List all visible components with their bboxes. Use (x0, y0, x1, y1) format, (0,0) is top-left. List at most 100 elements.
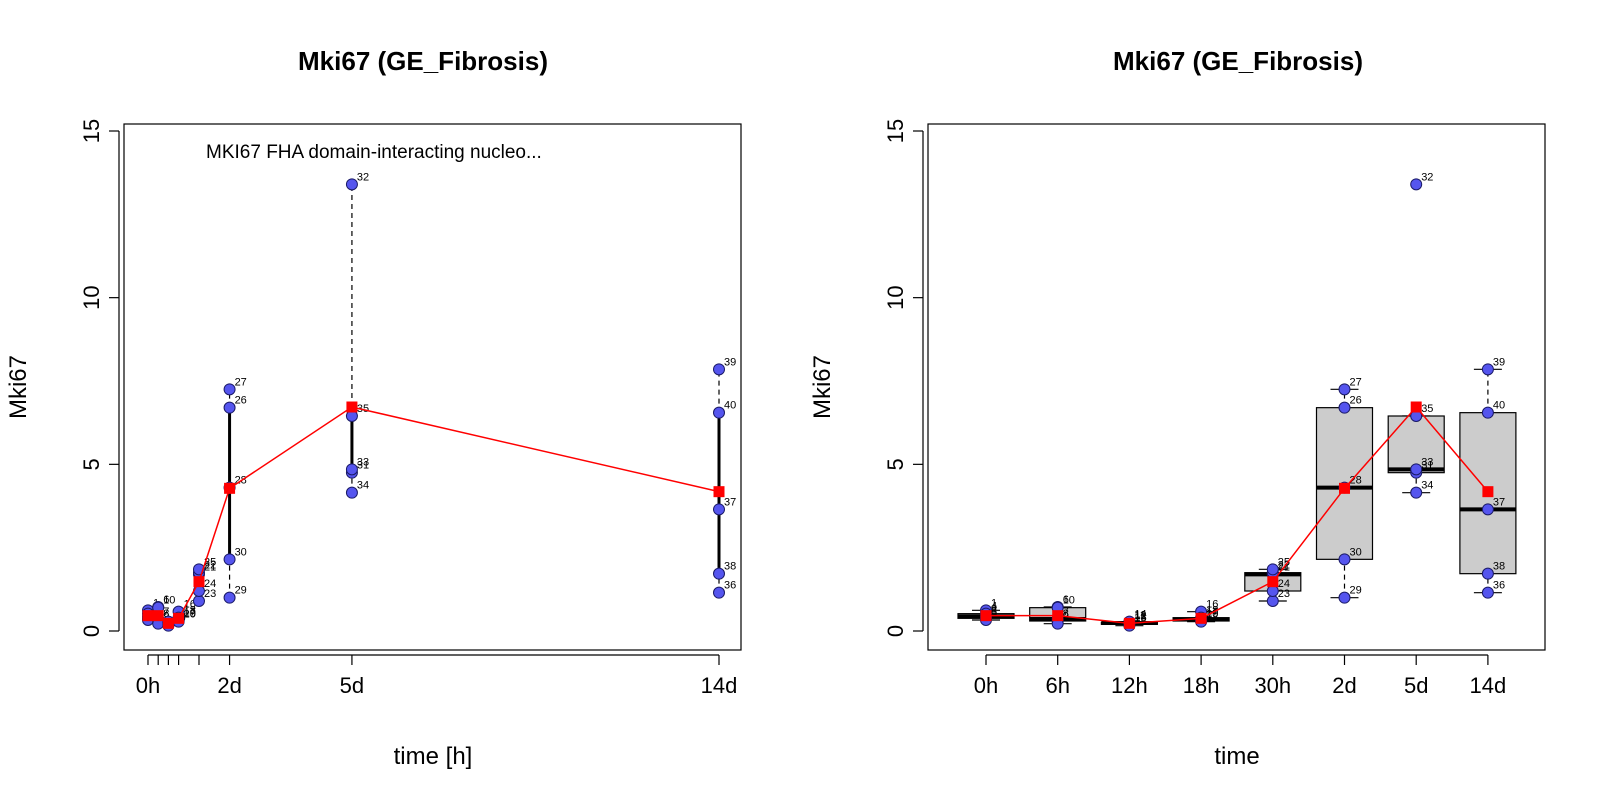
point-label: 23 (1278, 588, 1290, 600)
point-label: 21 (204, 561, 216, 573)
point-label: 35 (1421, 403, 1433, 415)
point-label: 33 (1421, 456, 1433, 468)
mean-marker (346, 401, 358, 413)
data-point (345, 178, 358, 191)
point-label: 32 (1421, 171, 1433, 183)
point-label: 40 (1493, 400, 1505, 412)
mean-marker (224, 482, 236, 494)
x-tick-label: 0h (974, 673, 998, 698)
panel1-y-axis-label: Mki67 (5, 355, 32, 419)
point-label: 27 (1350, 376, 1362, 388)
point-label: 10 (163, 595, 175, 607)
y-tick-label: 0 (883, 625, 908, 637)
data-point (1410, 486, 1423, 499)
mean-marker (713, 486, 725, 498)
point-label: 37 (1493, 496, 1505, 508)
panel1-plot-frame (123, 123, 742, 651)
point-label: 22 (204, 560, 216, 572)
data-point (713, 586, 725, 599)
point-label: 38 (724, 561, 736, 573)
point-label: 12 (1134, 610, 1146, 622)
x-tick-label: 14d (701, 673, 738, 698)
point-label: 31 (357, 460, 369, 472)
data-point (345, 463, 358, 476)
x-tick-label: 14d (1470, 673, 1507, 698)
data-point (192, 595, 205, 607)
point-label: 23 (204, 588, 216, 600)
y-tick-label: 5 (883, 458, 908, 470)
panel2-x-axis: 0h 6h 12h 18h 30h 2d 5d 14d (974, 654, 1507, 698)
y-tick-label: 15 (883, 119, 908, 143)
scatter-panel: Mki67 (GE_Fibrosis) MKI67 FHA domain-int… (5, 46, 742, 770)
point-label: 11 (1134, 609, 1145, 621)
point-label: 40 (724, 400, 736, 412)
point-label: 7 (1063, 606, 1069, 618)
point-label: 8 (163, 608, 169, 620)
data-point (1481, 586, 1494, 599)
x-tick-label: 18h (1183, 673, 1220, 698)
point-label: 16 (184, 599, 196, 611)
mean-line (986, 405, 1489, 625)
mean-marker (1052, 610, 1064, 622)
point-label: 19 (184, 608, 196, 620)
point-label: 28 (1350, 475, 1362, 487)
box (1387, 415, 1445, 474)
data-point (223, 553, 236, 566)
mean-marker (1410, 401, 1422, 413)
point-label: 6 (1063, 594, 1069, 606)
point-label: 36 (1493, 580, 1505, 592)
point-label: 24 (204, 578, 216, 590)
x-tick-label: 2d (1332, 673, 1356, 698)
y-tick-label: 5 (79, 458, 104, 470)
data-point (1338, 401, 1351, 414)
data-point (713, 567, 725, 580)
point-label: 36 (724, 580, 736, 592)
mean-marker (193, 576, 205, 588)
point-label: 7 (163, 606, 169, 618)
x-tick-label: 5d (340, 673, 364, 698)
x-tick-label: 0h (136, 673, 160, 698)
panel1-y-axis: 0 5 10 15 (79, 119, 120, 637)
data-point (223, 383, 236, 396)
panel2-x-axis-label: time (1214, 743, 1259, 770)
mean-marker (980, 610, 992, 622)
point-label: 31 (1421, 460, 1433, 472)
panel1-title: Mki67 (GE_Fibrosis) (298, 46, 548, 76)
data-point (1481, 567, 1494, 580)
point-label: 34 (1421, 480, 1433, 492)
point-label: 25 (1278, 556, 1290, 568)
point-label: 17 (184, 606, 196, 618)
point-label: 18 (184, 605, 196, 617)
point-label: 16 (1206, 599, 1218, 611)
panel1-annotation: MKI67 FHA domain-interacting nucleo... (206, 142, 542, 163)
data-point (713, 406, 725, 419)
mean-marker (1482, 486, 1494, 498)
data-point (713, 363, 725, 376)
panel1-x-axis: 0h 2d 5d 14d (136, 654, 738, 698)
point-label: 26 (1350, 395, 1362, 407)
point-label: 13 (1134, 611, 1146, 623)
point-label: 1 (991, 597, 997, 609)
y-tick-label: 10 (883, 285, 908, 309)
mean-marker (162, 617, 174, 629)
point-label: 30 (235, 546, 247, 558)
x-tick-label: 5d (1404, 673, 1428, 698)
panel2-plot-frame (927, 123, 1546, 651)
point-label: 20 (184, 609, 196, 621)
point-label: 34 (357, 480, 369, 492)
mean-marker (1339, 482, 1350, 494)
mean-marker (1195, 612, 1207, 624)
point-label: 8 (1063, 608, 1069, 620)
data-point (1338, 553, 1351, 566)
mean-marker (173, 612, 185, 624)
data-point (1338, 383, 1351, 396)
point-label: 24 (1278, 578, 1290, 590)
data-point (1410, 463, 1423, 476)
panel2-y-axis-label: Mki67 (809, 355, 836, 419)
data-point (223, 591, 236, 604)
mean-marker (142, 610, 154, 622)
data-point (223, 401, 236, 414)
y-tick-label: 15 (79, 119, 104, 143)
data-point (1410, 178, 1423, 191)
